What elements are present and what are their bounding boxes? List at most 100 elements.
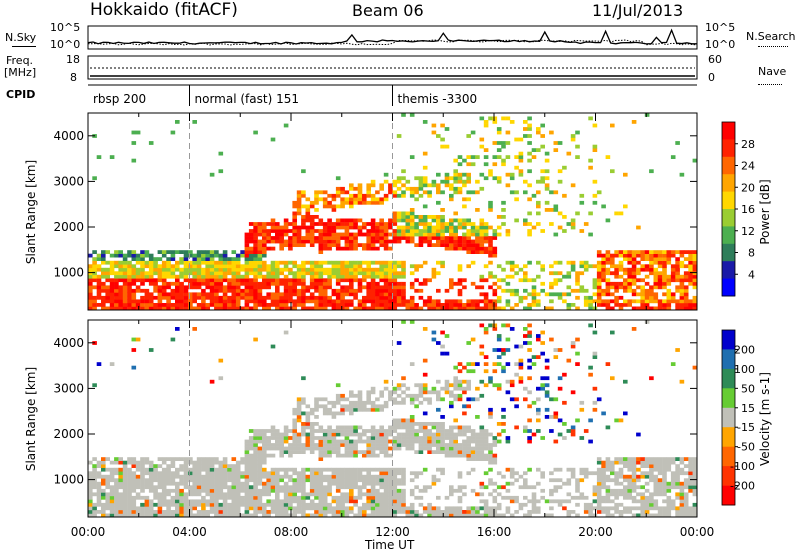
velocity-cell xyxy=(357,404,363,409)
power-cell xyxy=(492,299,498,304)
velocity-cell xyxy=(205,481,210,486)
velocity-cell xyxy=(449,488,454,493)
power-cell xyxy=(335,204,341,209)
velocity-cell xyxy=(514,372,519,377)
velocity-cell xyxy=(266,443,271,447)
power-cell xyxy=(688,278,693,283)
power-cell xyxy=(327,260,332,265)
power-cell xyxy=(357,264,363,269)
velocity-cell xyxy=(479,439,485,444)
power-cell xyxy=(379,183,384,188)
power-cell xyxy=(366,200,371,205)
velocity-cell xyxy=(636,499,641,504)
velocity-cell xyxy=(640,464,645,468)
power-cell xyxy=(244,246,250,251)
velocity-cell xyxy=(636,492,641,497)
velocity-cell xyxy=(409,393,415,398)
power-cell xyxy=(179,288,184,293)
power-cell xyxy=(440,222,445,226)
velocity-cell xyxy=(466,471,471,476)
power-cell xyxy=(531,299,537,304)
power-cell xyxy=(192,257,197,261)
power-cell xyxy=(175,281,180,286)
velocity-cell xyxy=(257,474,263,479)
velocity-cell xyxy=(196,502,202,507)
power-cell xyxy=(383,288,389,293)
velocity-cell xyxy=(618,513,624,518)
power-cell xyxy=(540,229,545,233)
velocity-cell xyxy=(179,513,184,518)
velocity-cell xyxy=(327,485,332,490)
velocity-cell xyxy=(653,464,659,468)
velocity-cell xyxy=(148,502,154,507)
power-cell xyxy=(370,179,376,184)
velocity-cell xyxy=(96,485,102,490)
velocity-cell xyxy=(205,474,210,479)
velocity-cell xyxy=(266,510,271,514)
velocity-cell xyxy=(575,351,580,356)
power-cell xyxy=(422,183,428,188)
velocity-cell xyxy=(523,327,528,331)
velocity-cell xyxy=(688,510,693,514)
velocity-cell xyxy=(309,488,315,493)
velocity-cell xyxy=(366,481,371,486)
velocity-cell xyxy=(492,439,498,444)
velocity-cell xyxy=(409,397,415,402)
velocity-cell xyxy=(279,506,284,511)
power-cell xyxy=(88,267,93,272)
velocity-cell xyxy=(370,510,376,514)
velocity-cell xyxy=(331,513,337,518)
velocity-cell xyxy=(296,418,302,423)
power-cell xyxy=(349,200,354,205)
velocity-cell xyxy=(301,400,306,405)
power-cell xyxy=(135,271,141,276)
velocity-cell xyxy=(579,492,585,497)
power-cell xyxy=(279,239,284,244)
power-cell xyxy=(605,271,611,276)
power-cell xyxy=(457,176,463,181)
velocity-cell xyxy=(353,485,358,490)
power-cell xyxy=(383,292,389,297)
velocity-cell xyxy=(427,450,432,454)
velocity-cell xyxy=(140,502,145,507)
power-cell xyxy=(240,253,245,258)
power-cell xyxy=(218,260,224,265)
velocity-cell xyxy=(422,429,428,433)
power-cell xyxy=(562,215,567,219)
velocity-cell xyxy=(131,506,137,511)
velocity-cell xyxy=(122,499,128,504)
velocity-cell xyxy=(92,510,97,514)
beam-label: Beam 06 xyxy=(352,1,424,20)
velocity-cell xyxy=(92,457,97,461)
power-cell xyxy=(248,271,254,276)
velocity-cell xyxy=(692,467,698,472)
power-cell xyxy=(549,222,554,226)
power-cell xyxy=(436,236,441,240)
velocity-cell xyxy=(449,439,454,444)
velocity-cell xyxy=(92,383,97,388)
velocity-cell xyxy=(331,495,337,500)
power-cell xyxy=(610,281,615,286)
velocity-cell xyxy=(318,404,324,409)
velocity-cell xyxy=(296,415,302,419)
velocity-cell xyxy=(379,450,384,454)
velocity-cell xyxy=(262,432,267,437)
velocity-cell xyxy=(309,443,315,447)
velocity-cell xyxy=(375,453,380,458)
power-cell xyxy=(357,267,363,272)
velocity-cell xyxy=(357,407,363,412)
power-cell xyxy=(492,281,498,286)
power-cell xyxy=(322,225,328,230)
velocity-cell xyxy=(557,432,563,437)
power-cell xyxy=(536,303,541,307)
power-cell xyxy=(501,222,506,226)
power-cell xyxy=(466,197,471,202)
power-cell xyxy=(618,253,624,258)
velocity-cell xyxy=(153,495,158,500)
velocity-cell xyxy=(366,407,371,412)
velocity-cell xyxy=(440,344,445,349)
power-cell xyxy=(449,197,454,202)
power-cell xyxy=(161,285,167,290)
velocity-cell xyxy=(131,510,137,514)
power-cell xyxy=(379,225,384,230)
